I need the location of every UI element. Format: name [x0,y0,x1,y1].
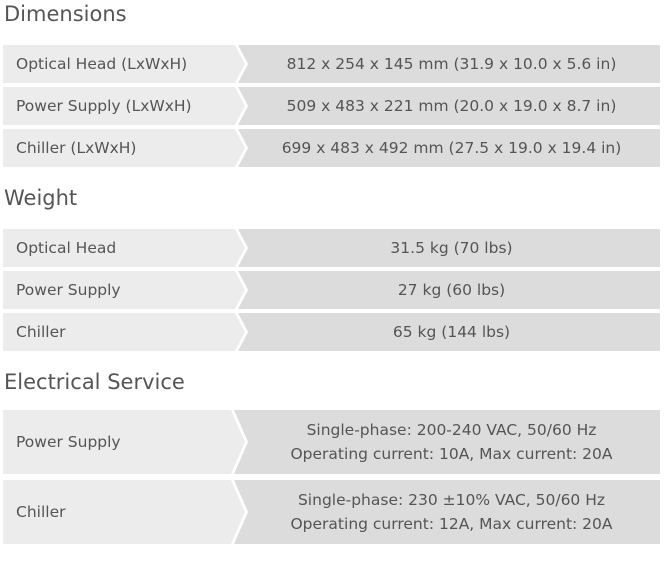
value-line: 812 x 254 x 145 mm (31.9 x 10.0 x 5.6 in… [286,55,617,73]
spec-row: 812 x 254 x 145 mm (31.9 x 10.0 x 5.6 in… [3,45,660,83]
spec-value: 812 x 254 x 145 mm (31.9 x 10.0 x 5.6 in… [231,45,660,83]
value-line: 509 x 483 x 221 mm (20.0 x 19.0 x 8.7 in… [286,97,617,115]
spec-row: 27 kg (60 lbs) Power Supply [3,271,660,309]
spec-label: Chiller [3,313,245,351]
spec-value: Single-phase: 230 ±10% VAC, 50/60 Hz Oper… [231,480,660,544]
section-heading: Weight [4,186,78,210]
value-line: Operating current: 12A, Max current: 20A [290,515,613,533]
spec-value: 31.5 kg (70 lbs) [231,229,660,267]
spec-row: 65 kg (144 lbs) Chiller [3,313,660,351]
value-line: Single-phase: 200-240 VAC, 50/60 Hz [306,421,597,439]
spec-label: Optical Head [3,229,245,267]
spec-value: Single-phase: 200-240 VAC, 50/60 Hz Opera… [231,410,660,474]
spec-row: Single-phase: 200-240 VAC, 50/60 Hz Opera… [3,410,660,474]
spec-value: 699 x 483 x 492 mm (27.5 x 19.0 x 19.4 i… [231,129,660,167]
spec-value: 509 x 483 x 221 mm (20.0 x 19.0 x 8.7 in… [231,87,660,125]
value-line: 699 x 483 x 492 mm (27.5 x 19.0 x 19.4 i… [281,139,622,157]
spec-label: Optical Head (LxWxH) [3,45,245,83]
section-heading: Dimensions [4,2,127,26]
spec-row: 31.5 kg (70 lbs) Optical Head [3,229,660,267]
spec-label: Power Supply (LxWxH) [3,87,245,125]
value-line: 31.5 kg (70 lbs) [390,239,513,257]
value-line: 27 kg (60 lbs) [397,281,506,299]
spec-label: Power Supply [3,410,245,474]
value-line: Operating current: 10A, Max current: 20A [290,445,613,463]
spec-value: 27 kg (60 lbs) [231,271,660,309]
spec-label: Power Supply [3,271,245,309]
section-heading: Electrical Service [4,370,185,394]
spec-row: 699 x 483 x 492 mm (27.5 x 19.0 x 19.4 i… [3,129,660,167]
spec-label: Chiller [3,480,245,544]
spec-value: 65 kg (144 lbs) [231,313,660,351]
value-line: Single-phase: 230 ±10% VAC, 50/60 Hz [297,491,606,509]
spec-label: Chiller (LxWxH) [3,129,245,167]
spec-row: Single-phase: 230 ±10% VAC, 50/60 Hz Oper… [3,480,660,544]
value-line: 65 kg (144 lbs) [392,323,511,341]
spec-row: 509 x 483 x 221 mm (20.0 x 19.0 x 8.7 in… [3,87,660,125]
